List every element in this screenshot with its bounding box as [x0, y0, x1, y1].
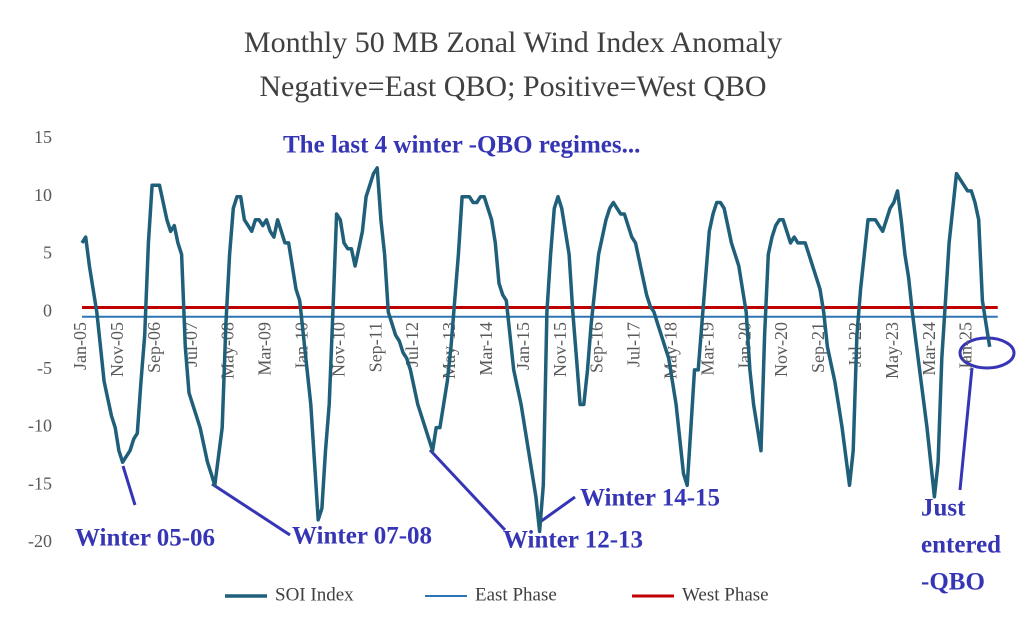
x-tick-label: Nov-05	[107, 322, 127, 377]
legend-label: West Phase	[682, 584, 769, 605]
x-tick-label: Jan-20	[734, 322, 754, 370]
x-tick-label: Jan-25	[956, 322, 976, 370]
x-tick-label: Jul-17	[624, 322, 644, 367]
legend-label: SOI Index	[275, 584, 354, 605]
pointer	[958, 367, 974, 491]
annotation: Winter 12-13	[503, 527, 643, 554]
legend-label: East Phase	[475, 584, 557, 605]
pointer	[211, 482, 291, 537]
x-tick-label: Mar-14	[476, 322, 496, 376]
annotation: entered	[921, 532, 1001, 559]
chart-title: Monthly 50 MB Zonal Wind Index Anomaly	[244, 26, 782, 59]
y-tick-label: 0	[43, 300, 52, 320]
chart-subtitle: Negative=East QBO; Positive=West QBO	[259, 70, 766, 103]
annotation: -QBO	[921, 569, 985, 596]
y-tick-label: 5	[43, 243, 52, 263]
annotation: Winter 07-08	[292, 523, 432, 550]
x-tick-label: Nov-15	[550, 322, 570, 377]
annotation: Just	[921, 495, 966, 522]
pointer	[428, 448, 507, 532]
annotation: The last 4 winter -QBO regimes...	[283, 132, 640, 159]
x-tick-label: Sep-21	[808, 322, 828, 373]
y-tick-label: -10	[28, 416, 52, 436]
x-tick-label: May-08	[218, 322, 238, 379]
pointer	[539, 495, 576, 524]
y-tick-label: -5	[37, 358, 52, 378]
x-tick-label: Nov-20	[771, 322, 791, 377]
x-tick-label: Sep-11	[365, 322, 385, 372]
y-tick-label: 10	[34, 185, 52, 205]
y-tick-label: -15	[28, 473, 52, 493]
annotation: Winter 05-06	[75, 525, 215, 552]
x-tick-label: Jan-15	[513, 322, 533, 370]
x-tick-label: Mar-09	[255, 322, 275, 376]
annotation: Winter 14-15	[580, 485, 720, 512]
x-tick-label: Sep-06	[144, 322, 164, 373]
pointer	[121, 465, 137, 506]
x-tick-label: Jul-12	[402, 322, 422, 367]
y-tick-label: 15	[34, 127, 52, 147]
x-tick-label: Mar-24	[919, 322, 939, 376]
x-tick-label: Jan-05	[70, 322, 90, 370]
y-tick-label: -20	[28, 531, 52, 551]
x-tick-label: May-18	[661, 322, 681, 379]
data-line	[80, 166, 992, 534]
x-tick-label: May-23	[882, 322, 902, 379]
